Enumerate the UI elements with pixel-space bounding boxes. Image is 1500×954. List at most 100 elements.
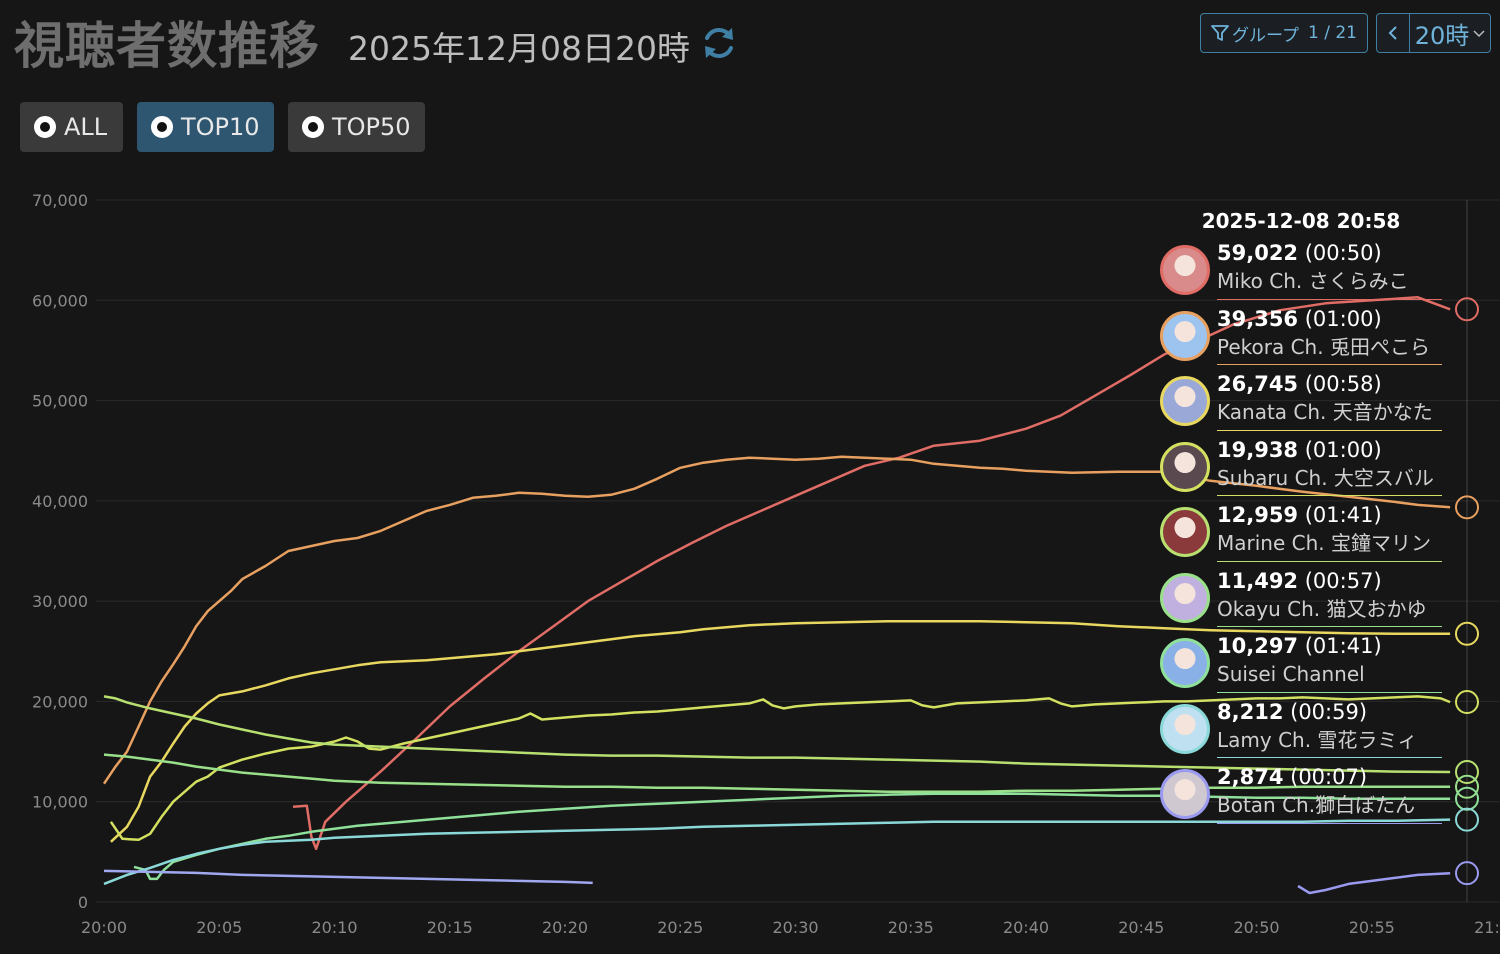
- avatar: [1160, 572, 1210, 623]
- series-line[interactable]: [103, 869, 593, 885]
- tooltip-entry: 39,356 (01:00) Pekora Ch. 兎田ぺこら: [1160, 303, 1442, 369]
- radio-icon: [34, 116, 56, 138]
- entry-channel-name: Subaru Ch. 大空スバル: [1217, 465, 1434, 490]
- y-tick-label: 10,000: [32, 793, 88, 812]
- x-tick-label: 20:40: [1003, 918, 1049, 937]
- filter-all-label: ALL: [64, 113, 108, 141]
- current-datetime: 2025年12月08日20時: [348, 29, 690, 68]
- entry-value: 10,297: [1217, 634, 1299, 658]
- hover-point-marker: [1455, 807, 1479, 832]
- series-line[interactable]: [102, 455, 1451, 785]
- x-tick-label: 21:: [1474, 918, 1500, 937]
- filter-icon: [1211, 25, 1229, 41]
- entry-value-line: 11,492 (00:57): [1217, 567, 1442, 595]
- entry-value: 8,212: [1217, 699, 1284, 724]
- hover-point-marker: [1455, 861, 1479, 886]
- entry-value-line: 26,745 (00:58): [1217, 370, 1442, 398]
- y-tick-label: 0: [78, 893, 88, 912]
- entry-channel-name: Pekora Ch. 兎田ぺこら: [1217, 334, 1430, 359]
- avatar: [1160, 638, 1210, 688]
- hover-point-marker: [1455, 297, 1479, 322]
- group-filter-button[interactable]: グループ 1 / 21: [1200, 13, 1368, 53]
- tooltip-entry: 26,745 (00:58) Kanata Ch. 天音かなた: [1160, 368, 1442, 434]
- y-tick-label: 60,000: [32, 291, 88, 310]
- filter-top10-button[interactable]: TOP10: [137, 102, 274, 152]
- x-tick-label: 20:20: [542, 918, 588, 937]
- tooltip-entry: 19,938 (01:00) Subaru Ch. 大空スバル: [1160, 434, 1442, 500]
- viewer-count-chart[interactable]: 0 10,000 20,000 30,000 40,000 50,000 60,000 70,…: [0, 160, 1500, 954]
- x-tick-label: 20:50: [1233, 918, 1279, 937]
- entry-value-line: 8,212 (00:59): [1217, 698, 1442, 726]
- entry-value: 11,492: [1217, 568, 1299, 593]
- tooltip-entry: 10,297 (01:41) Suisei Channel: [1160, 630, 1442, 696]
- hour-select[interactable]: 20時: [1410, 16, 1490, 51]
- filter-top50-button[interactable]: TOP50: [288, 102, 425, 152]
- entry-channel-name: Lamy Ch. 雪花ラミィ: [1217, 727, 1418, 752]
- avatar: [1160, 245, 1210, 295]
- x-tick-label: 20:30: [772, 918, 818, 937]
- entry-value-line: 39,356 (01:00): [1217, 305, 1442, 333]
- hour-picker: 20時: [1376, 13, 1491, 53]
- x-tick-label: 20:15: [427, 918, 473, 937]
- tooltip-entry: 11,492 (00:57) Okayu Ch. 猫又おかゆ: [1160, 565, 1442, 631]
- hover-point-marker: [1455, 621, 1479, 646]
- group-page: 1 / 21: [1308, 23, 1357, 43]
- entry-channel-name: Okayu Ch. 猫又おかゆ: [1217, 596, 1427, 621]
- hover-point-marker: [1455, 690, 1479, 715]
- y-tick-label: 40,000: [32, 492, 88, 511]
- entry-channel-name: Kanata Ch. 天音かなた: [1217, 400, 1433, 424]
- avatar: [1160, 769, 1210, 819]
- hover-point-marker: [1455, 786, 1479, 811]
- entry-duration: (00:07): [1290, 765, 1368, 789]
- x-tick-label: 20:25: [657, 918, 703, 937]
- x-tick-label: 20:10: [311, 918, 357, 937]
- entry-value-line: 10,297 (01:41): [1217, 632, 1442, 660]
- entry-value-line: 19,938 (01:00): [1217, 436, 1442, 464]
- entry-duration: (01:00): [1304, 306, 1382, 331]
- x-tick-label: 20:55: [1349, 918, 1395, 937]
- filter-all-button[interactable]: ALL: [20, 102, 123, 152]
- series-line[interactable]: [103, 695, 1451, 774]
- y-tick-label: 50,000: [32, 392, 88, 411]
- entry-channel-name: Marine Ch. 宝鐘マリン: [1217, 531, 1431, 555]
- series-line[interactable]: [103, 818, 1451, 886]
- avatar: [1160, 507, 1210, 557]
- entry-channel-name: Miko Ch. さくらみこ: [1217, 269, 1409, 293]
- avatar: [1160, 703, 1210, 754]
- entry-duration: (00:59): [1290, 699, 1368, 724]
- x-tick-label: 20:45: [1118, 918, 1164, 937]
- entry-duration: (01:41): [1304, 634, 1382, 658]
- refresh-icon[interactable]: [700, 24, 738, 62]
- page-title: 視聴者数推移: [14, 17, 320, 75]
- entry-value: 19,938: [1217, 437, 1299, 462]
- x-tick-label: 20:35: [888, 918, 934, 937]
- y-tick-label: 70,000: [32, 191, 88, 210]
- entry-value: 59,022: [1217, 241, 1299, 265]
- tooltip-entry: 8,212 (00:59) Lamy Ch. 雪花ラミィ: [1160, 696, 1442, 762]
- chevron-left-icon: [1388, 26, 1397, 40]
- series-line[interactable]: [110, 619, 1451, 843]
- entry-value-line: 2,874 (00:07): [1217, 763, 1442, 791]
- entry-value: 26,745: [1217, 372, 1299, 396]
- entry-duration: (00:57): [1304, 568, 1382, 593]
- filter-top50-label: TOP50: [332, 113, 411, 141]
- avatar: [1160, 441, 1210, 492]
- filter-top10-label: TOP10: [181, 113, 260, 141]
- tooltip-entry: 12,959 (01:41) Marine Ch. 宝鐘マリン: [1160, 499, 1442, 565]
- entry-value: 12,959: [1217, 503, 1299, 527]
- hover-point-marker: [1455, 760, 1479, 785]
- x-tick-label: 20:05: [196, 918, 242, 937]
- hover-point-marker: [1455, 495, 1479, 520]
- prev-hour-button[interactable]: [1377, 14, 1410, 52]
- avatar: [1160, 310, 1210, 361]
- chevron-down-icon: [1473, 30, 1485, 38]
- entry-duration: (00:58): [1304, 372, 1382, 396]
- y-tick-label: 20,000: [32, 692, 88, 711]
- radio-icon: [302, 116, 324, 138]
- hour-value: 20時: [1414, 21, 1470, 50]
- entry-value: 2,874: [1217, 765, 1284, 789]
- series-line[interactable]: [109, 695, 1451, 842]
- entry-value-line: 59,022 (00:50): [1217, 239, 1442, 267]
- group-label: グループ: [1232, 25, 1299, 46]
- series-line[interactable]: [1297, 871, 1451, 895]
